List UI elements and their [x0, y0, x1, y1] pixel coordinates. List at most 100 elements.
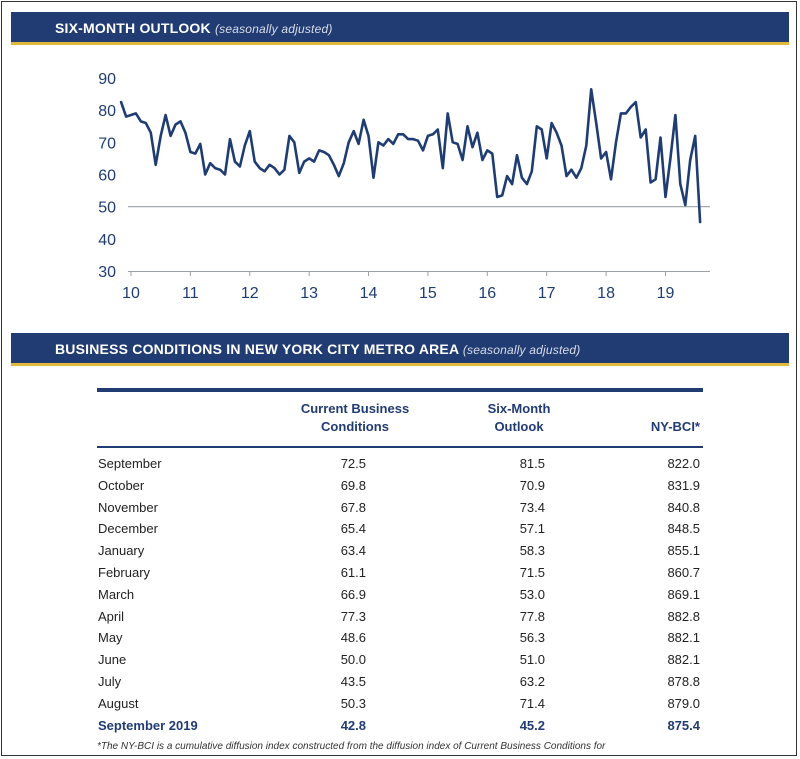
outlook-cell: 45.2	[519, 717, 545, 733]
y-tick-label: 90	[98, 71, 116, 88]
y-tick-label: 30	[98, 264, 116, 281]
x-tick-label: 13	[300, 285, 318, 302]
table-row: February 61.1 71.5 860.7	[97, 565, 703, 586]
month-cell: November	[98, 499, 158, 515]
month-cell: August	[98, 695, 139, 711]
ny-bci-cell: 882.1	[667, 652, 700, 668]
table-row: October 69.8 70.9 831.9	[97, 478, 703, 499]
month-cell: December	[98, 521, 158, 537]
table-row: September 72.5 81.5 822.0	[97, 456, 703, 477]
ny-bci-cell: 882.8	[667, 608, 700, 624]
section-banner-conditions: BUSINESS CONDITIONS IN NEW YORK CITY MET…	[11, 333, 789, 366]
x-tick-label: 10	[122, 285, 140, 302]
month-cell: April	[98, 608, 125, 624]
current-conditions-cell: 63.4	[340, 543, 366, 559]
x-tick-label: 15	[419, 285, 437, 302]
x-tick-label: 14	[360, 285, 378, 302]
table-row: December 65.4 57.1 848.5	[97, 521, 703, 542]
header-line: Current Business	[300, 401, 410, 416]
x-tick-label: 12	[241, 285, 259, 302]
ny-bci-cell: 831.9	[667, 477, 700, 493]
outlook-cell: 71.5	[519, 565, 545, 580]
y-tick-label: 60	[98, 168, 116, 185]
table-header-rule	[97, 446, 703, 448]
outlook-cell: 63.2	[519, 674, 545, 689]
month-cell: September 2019	[98, 717, 198, 733]
y-tick-label: 70	[98, 135, 116, 152]
table-row: August 50.3 71.4 879.0	[97, 696, 703, 717]
outlook-cell: 77.8	[519, 608, 545, 624]
outlook-cell: 71.4	[519, 695, 545, 711]
month-cell: July	[98, 674, 122, 689]
banner-title-text: SIX-MONTH OUTLOOK	[55, 20, 211, 36]
current-conditions-cell: 61.1	[340, 565, 366, 580]
ny-bci-cell: 860.7	[667, 565, 700, 580]
current-conditions-cell: 67.8	[340, 499, 366, 515]
banner-subtitle: (seasonally adjusted)	[462, 343, 581, 357]
ny-bci-cell: 848.5	[667, 521, 700, 537]
outlook-cell: 51.0	[519, 652, 545, 668]
current-conditions-cell: 43.5	[340, 674, 366, 689]
current-conditions-cell: 42.8	[340, 717, 366, 733]
ny-bci-cell: 869.1	[667, 586, 700, 602]
banner-subtitle: (seasonally adjusted)	[214, 22, 333, 36]
footnote: *The NY-BCI is a cumulative diffusion in…	[97, 741, 606, 752]
outlook-cell: 57.1	[519, 521, 545, 537]
month-cell: October	[98, 477, 145, 493]
outlook-cell: 70.9	[519, 477, 545, 493]
outlook-cell: 81.5	[519, 456, 545, 471]
banner-title: SIX-MONTH OUTLOOK (seasonally adjusted)	[55, 20, 333, 36]
header-line: Outlook	[494, 419, 544, 434]
header-six-month-outlook: Six-Month Outlook	[469, 400, 569, 436]
y-tick-label: 80	[98, 103, 116, 120]
outlook-cell: 73.4	[519, 499, 545, 515]
ny-bci-cell: 879.0	[667, 695, 700, 711]
x-tick-label: 16	[478, 285, 496, 302]
current-conditions-cell: 65.4	[340, 521, 366, 537]
outlook-cell: 53.0	[519, 586, 545, 602]
table-row: September 2019 42.8 45.2 875.4	[97, 718, 703, 739]
current-conditions-cell: 50.3	[340, 695, 366, 711]
table-row: April 77.3 77.8 882.8	[97, 609, 703, 630]
month-cell: March	[98, 586, 135, 602]
header-current-conditions: Current Business Conditions	[283, 400, 427, 436]
current-conditions-cell: 72.5	[340, 456, 366, 471]
ny-bci-cell: 882.1	[667, 630, 700, 646]
outlook-cell: 56.3	[519, 630, 545, 646]
y-tick-label: 40	[98, 232, 116, 249]
ny-bci-cell: 840.8	[667, 499, 700, 515]
ny-bci-cell: 875.4	[667, 717, 700, 733]
x-tick-label: 11	[182, 285, 199, 302]
section-banner-outlook: SIX-MONTH OUTLOOK (seasonally adjusted)	[11, 12, 789, 45]
outlook-line-chart: 30 40 50 60 70 80 90 10 11 12 13 14 15 16 17 18 19	[98, 71, 710, 302]
ny-bci-cell: 878.8	[667, 674, 700, 689]
x-tick-label: 19	[657, 285, 675, 302]
banner-title-text: BUSINESS CONDITIONS IN NEW YORK CITY MET…	[55, 341, 459, 357]
table-row: June 50.0 51.0 882.1	[97, 652, 703, 673]
current-conditions-cell: 48.6	[340, 630, 366, 646]
table-row: March 66.9 53.0 869.1	[97, 587, 703, 608]
banner-title: BUSINESS CONDITIONS IN NEW YORK CITY MET…	[55, 341, 580, 357]
table-row: November 67.8 73.4 840.8	[97, 500, 703, 521]
header-line: Conditions	[321, 419, 389, 434]
header-line: NY-BCI*	[650, 419, 700, 434]
current-conditions-cell: 69.8	[340, 477, 366, 493]
x-tick-label: 18	[597, 285, 615, 302]
current-conditions-cell: 77.3	[340, 608, 366, 624]
month-cell: September	[98, 456, 162, 471]
current-conditions-cell: 66.9	[340, 586, 366, 602]
current-conditions-cell: 50.0	[340, 652, 366, 668]
y-tick-label: 50	[98, 200, 116, 217]
x-tick-label: 17	[538, 285, 556, 302]
month-cell: January	[98, 543, 145, 559]
month-cell: May	[98, 630, 123, 646]
month-cell: February	[98, 565, 151, 580]
ny-bci-cell: 822.0	[667, 456, 700, 471]
table-top-rule	[97, 388, 703, 392]
header-line	[620, 400, 700, 418]
month-cell: June	[98, 652, 127, 668]
ny-bci-cell: 855.1	[667, 543, 700, 559]
table-row: January 63.4 58.3 855.1	[97, 543, 703, 564]
series-line	[119, 87, 702, 224]
